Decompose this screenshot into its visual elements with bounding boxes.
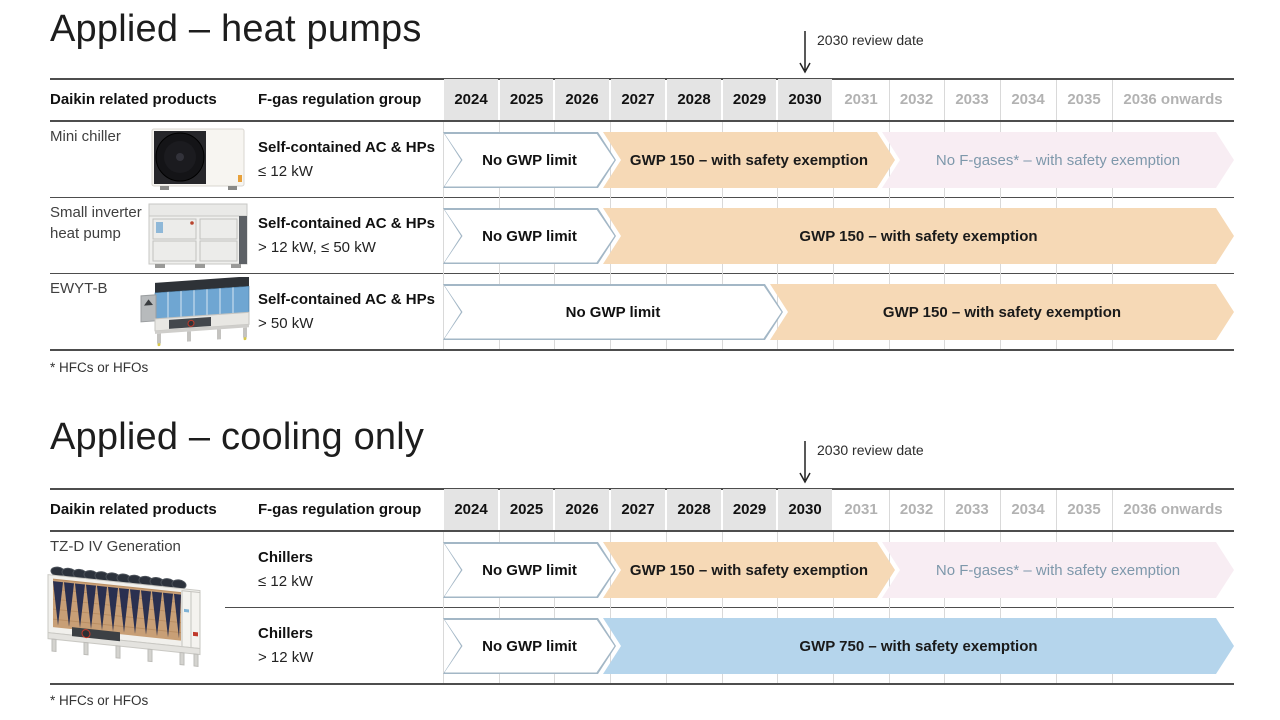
year-gridline — [1112, 532, 1113, 683]
section-title-cooling-only: Applied – cooling only — [50, 416, 425, 458]
year-cell: 2035 — [1067, 501, 1101, 518]
review-date-arrow-icon — [799, 31, 811, 74]
phase-label: No GWP limit — [445, 210, 615, 263]
phase-arrow-no-f-gases: No F-gases* – with safety exemption — [882, 132, 1234, 188]
phase-label: No GWP limit — [445, 286, 782, 339]
year-cell: 2033 — [955, 91, 989, 108]
review-date-note: 2030 review date — [817, 32, 924, 48]
footnote: * HFCs or HFOs — [50, 360, 149, 375]
ewyt-b-chiller-image — [140, 277, 250, 347]
year-gridline — [722, 532, 723, 683]
year-cell: 2029 — [723, 489, 776, 530]
header-bottom-rule — [50, 120, 1234, 122]
regulation-group: Chillers ≤ 12 kW — [258, 549, 314, 590]
row-divider — [50, 273, 1234, 274]
phase-arrow-no-gwp-limit: No GWP limit — [443, 208, 616, 264]
year-gridline — [889, 532, 890, 683]
regulation-group: Self-contained AC & HPs ≤ 12 kW — [258, 139, 435, 180]
group-column-header: F-gas regulation group — [258, 91, 422, 108]
year-cell: 2031 — [844, 91, 878, 108]
timeline-row: No GWP limit GWP 750 – with safety exemp… — [443, 608, 1234, 684]
year-cell: 2030 — [778, 489, 832, 530]
year-cell: 2034 — [1011, 501, 1045, 518]
mini-chiller-image — [151, 128, 245, 190]
row-divider — [50, 197, 1234, 198]
phase-arrow-no-gwp-limit: No GWP limit — [443, 542, 616, 598]
phase-arrow-no-gwp-limit: No GWP limit — [443, 132, 616, 188]
group-column-header: F-gas regulation group — [258, 501, 422, 518]
year-gridline — [443, 532, 444, 683]
phase-arrow-gwp-150: GWP 150 – with safety exemption — [603, 132, 895, 188]
table-bottom-rule — [50, 683, 1234, 685]
regulation-group: Chillers > 12 kW — [258, 625, 314, 666]
products-column-header: Daikin related products — [50, 501, 217, 518]
timeline-row: No GWP limit GWP 150 – with safety exemp… — [443, 274, 1234, 350]
product-name: Mini chiller — [50, 128, 121, 145]
phase-label: No GWP limit — [445, 544, 615, 597]
product-name: TZ-D IV Generation — [50, 538, 181, 555]
year-cell: 2033 — [955, 501, 989, 518]
year-cell: 2036 onwards — [1123, 91, 1223, 108]
year-cell: 2036 onwards — [1123, 501, 1223, 518]
year-cell: 2027 — [611, 489, 665, 530]
header-bottom-rule — [50, 530, 1234, 532]
year-cell: 2024 — [444, 79, 498, 120]
timeline-row: No GWP limit GWP 150 – with safety exemp… — [443, 198, 1234, 274]
product-name: EWYT-B — [50, 280, 108, 297]
year-gridline — [499, 532, 500, 683]
year-cell: 2029 — [723, 79, 776, 120]
year-cell: 2025 — [500, 489, 553, 530]
regulation-group: Self-contained AC & HPs > 12 kW, ≤ 50 kW — [258, 215, 435, 256]
year-cell: 2026 — [555, 79, 609, 120]
year-cell: 2025 — [500, 79, 553, 120]
year-gridline — [443, 122, 444, 349]
table-bottom-rule — [50, 349, 1234, 351]
year-cell: 2024 — [444, 489, 498, 530]
year-cell: 2032 — [899, 91, 934, 108]
phase-arrow-no-gwp-limit: No GWP limit — [443, 284, 783, 340]
phase-arrow-no-gwp-limit: No GWP limit — [443, 618, 616, 674]
year-gridline — [833, 532, 834, 683]
footnote: * HFCs or HFOs — [50, 693, 149, 708]
row-divider — [225, 607, 1234, 608]
year-cell: 2032 — [899, 501, 934, 518]
year-cell: 2027 — [611, 79, 665, 120]
timeline-row: No GWP limit GWP 150 – with safety exemp… — [443, 532, 1234, 608]
small-inverter-heat-pump-image — [148, 203, 248, 268]
year-cell: 2035 — [1067, 91, 1101, 108]
phase-label: No GWP limit — [445, 134, 615, 187]
year-cell: 2026 — [555, 489, 609, 530]
phase-arrow-gwp-150: GWP 150 – with safety exemption — [603, 542, 895, 598]
year-gridline — [1056, 532, 1057, 683]
year-cell: 2031 — [844, 501, 878, 518]
timeline-row: No GWP limit GWP 150 – with safety exemp… — [443, 122, 1234, 198]
review-date-note: 2030 review date — [817, 442, 924, 458]
phase-arrow-gwp-750: GWP 750 – with safety exemption — [603, 618, 1234, 674]
year-cell: 2028 — [667, 489, 721, 530]
year-cell: 2034 — [1011, 91, 1045, 108]
year-gridline — [1000, 532, 1001, 683]
year-gridline — [777, 532, 778, 683]
year-gridline — [944, 532, 945, 683]
phase-arrow-gwp-150: GWP 150 – with safety exemption — [770, 284, 1234, 340]
phase-arrow-gwp-150: GWP 150 – with safety exemption — [603, 208, 1234, 264]
year-cell: 2030 — [778, 79, 832, 120]
year-gridline — [666, 532, 667, 683]
regulation-group: Self-contained AC & HPs > 50 kW — [258, 291, 435, 332]
year-cell: 2028 — [667, 79, 721, 120]
product-name: Small inverter heat pump — [50, 204, 142, 242]
year-gridline — [554, 532, 555, 683]
section-title-heat-pumps: Applied – heat pumps — [50, 8, 422, 50]
year-gridline — [610, 532, 611, 683]
phase-label: No GWP limit — [445, 620, 615, 673]
phase-arrow-no-f-gases: No F-gases* – with safety exemption — [882, 542, 1234, 598]
review-date-arrow-icon — [799, 441, 811, 484]
products-column-header: Daikin related products — [50, 91, 217, 108]
tz-d-iv-chiller-image — [47, 566, 201, 667]
